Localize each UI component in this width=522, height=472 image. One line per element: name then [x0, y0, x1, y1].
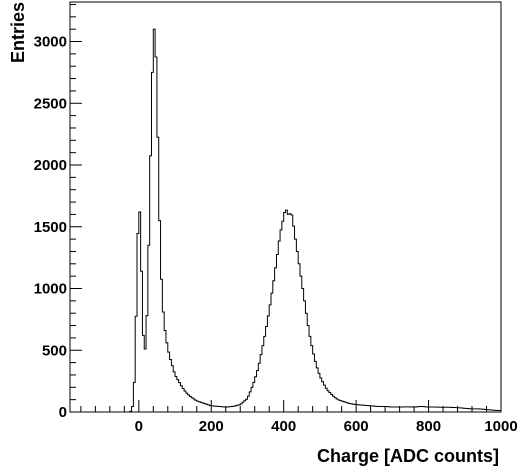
plot-frame: [69, 1, 502, 413]
histogram-series-0: [70, 28, 501, 413]
y-tick-label: 500: [42, 342, 67, 359]
series-layer: [70, 28, 501, 413]
x-axis-title: Charge [ADC counts]: [317, 446, 499, 466]
y-ticks: 0 500 1000 1500 2000 2500 3000: [34, 3, 82, 421]
y-tick-label: 2500: [34, 95, 67, 112]
y-tick-label: 0: [59, 404, 67, 421]
x-tick-label: 1000: [484, 418, 517, 435]
x-tick-label: 400: [271, 418, 296, 435]
x-ticks: 0 200 400 600 800 1000: [80, 400, 518, 435]
x-tick-label: 800: [416, 418, 441, 435]
y-tick-label: 3000: [34, 34, 67, 51]
x-tick-label: 0: [135, 418, 143, 435]
x-tick-label: 600: [344, 418, 369, 435]
y-tick-label: 1000: [34, 281, 67, 298]
y-tick-label: 2000: [34, 157, 67, 174]
x-tick-label: 200: [199, 418, 224, 435]
y-axis-title: Entries: [8, 2, 28, 63]
y-tick-label: 1500: [34, 219, 67, 236]
